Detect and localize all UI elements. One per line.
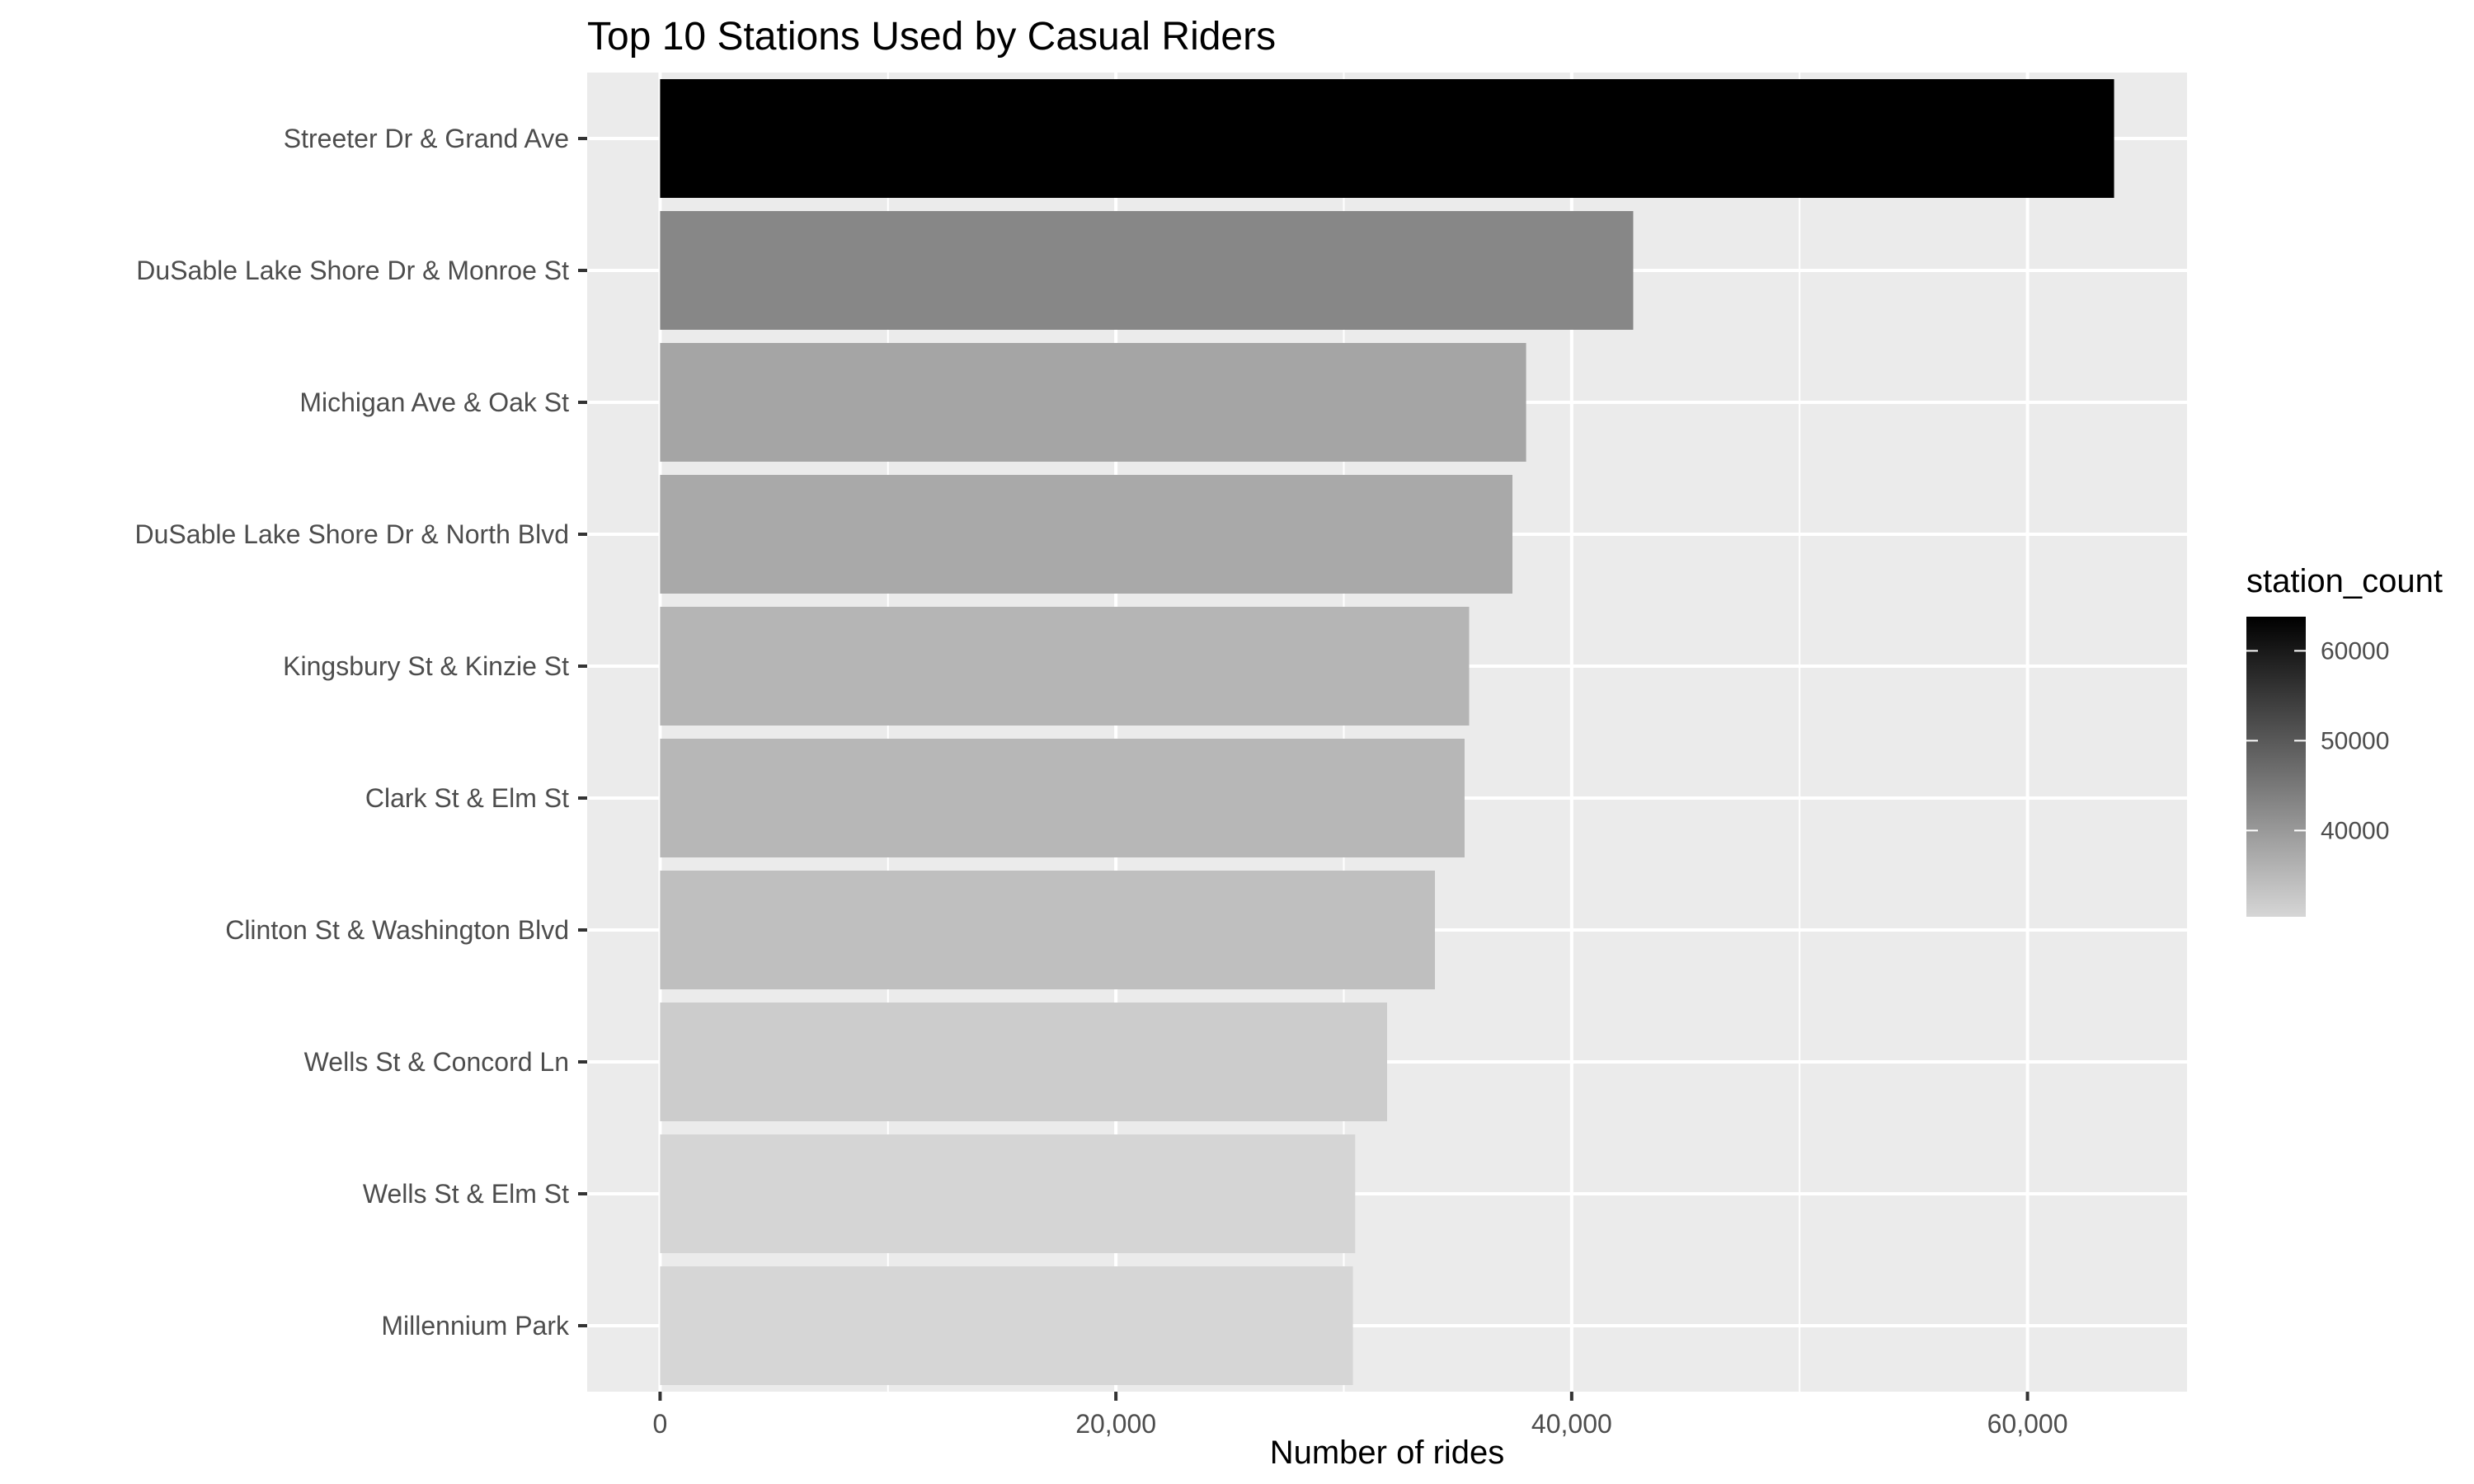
x-tick-label: 0 [653,1409,668,1439]
bar [660,607,1470,726]
bar [660,1134,1356,1253]
legend-label: 60000 [2321,637,2389,665]
y-tick-label: Wells St & Elm St [363,1179,569,1209]
y-tick-label: Clark St & Elm St [365,783,569,813]
legend-label: 50000 [2321,727,2389,754]
bar [660,739,1465,857]
y-tick-label: Kingsbury St & Kinzie St [283,651,569,681]
y-tick-label: Michigan Ave & Oak St [299,387,569,417]
bars [660,79,2114,1385]
y-tick-label: Streeter Dr & Grand Ave [284,124,569,153]
bar [660,343,1526,462]
x-axis: 0 20,000 40,000 60,000 [653,1392,2068,1439]
bar [660,1266,1353,1385]
bar [660,79,2114,198]
bar [660,475,1512,594]
legend-colorbar [2246,617,2306,917]
x-tick-label: 60,000 [1987,1409,2068,1439]
chart-title: Top 10 Stations Used by Casual Riders [587,15,1276,59]
y-axis: Streeter Dr & Grand Ave DuSable Lake Shor… [135,124,587,1341]
x-tick-label: 40,000 [1531,1409,1612,1439]
y-tick-label: Clinton St & Washington Blvd [225,915,569,945]
x-tick-label: 20,000 [1075,1409,1156,1439]
bar [660,211,1634,330]
bar [660,1003,1387,1121]
x-axis-title: Number of rides [1270,1435,1505,1471]
y-tick-label: Wells St & Concord Ln [304,1047,569,1077]
legend-label: 40000 [2321,817,2389,844]
legend-title: station_count [2246,563,2443,599]
legend: station_count 40000 50000 60000 [2246,563,2443,917]
y-tick-label: DuSable Lake Shore Dr & Monroe St [136,256,569,285]
y-tick-label: DuSable Lake Shore Dr & North Blvd [135,519,569,549]
bar [660,871,1436,989]
y-tick-label: Millennium Park [381,1311,570,1341]
